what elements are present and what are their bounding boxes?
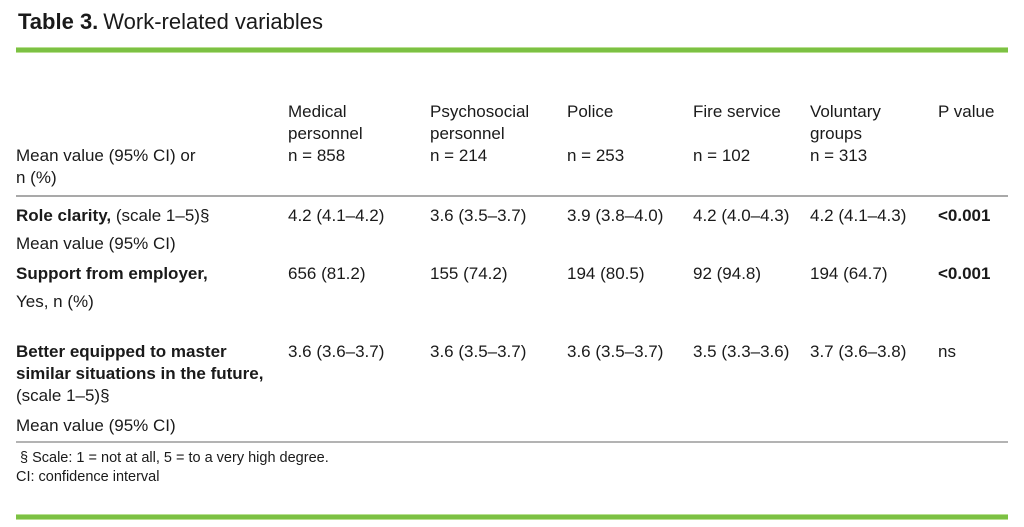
col-header-psychosocial: Psychosocial personnel — [430, 102, 530, 143]
table-title: Table 3. Work-related variables — [16, 8, 1008, 36]
row-label-regular: (scale 1–5)§ — [111, 206, 210, 225]
col-header-police: Police — [567, 102, 614, 121]
cell-value: 3.6 (3.5–3.7) — [430, 333, 567, 443]
cell-value: 194 (80.5) — [567, 264, 645, 283]
row-sublabel: Mean value (95% CI) — [16, 234, 176, 253]
col-header-medical: Medical personnel — [288, 102, 363, 143]
n-fire: n = 102 — [693, 145, 810, 197]
row-label-regular: (scale 1–5)§ — [16, 386, 110, 405]
table-row-better-equipped: Better equipped to master similar situat… — [16, 333, 1008, 443]
cell-value: 4.2 (4.0–4.3) — [693, 206, 790, 225]
bottom-accent-rule — [16, 514, 1008, 520]
stub-header-line2: n (%) — [16, 168, 57, 187]
cell-value: 3.7 (3.6–3.8) — [810, 333, 938, 443]
cell-p-value: ns — [938, 333, 1008, 443]
table-caption: Work-related variables — [103, 9, 323, 34]
cell-value: 4.2 (4.1–4.3) — [810, 206, 907, 225]
col-header-fire: Fire service — [693, 102, 781, 121]
cell-p-value: <0.001 — [938, 206, 991, 225]
cell-value: 4.2 (4.1–4.2) — [288, 206, 385, 225]
sample-size-row: Mean value (95% CI) or n (%) n = 858 n =… — [16, 145, 1008, 197]
cell-value: 92 (94.8) — [693, 264, 762, 283]
table-footnotes: § Scale: 1 = not at all, 5 = to a very h… — [16, 449, 1008, 487]
row-sublabel: Yes, n (%) — [16, 292, 94, 311]
row-sublabel: Mean value (95% CI) — [16, 416, 176, 435]
cell-value: 3.9 (3.8–4.0) — [567, 206, 664, 225]
cell-value: 3.6 (3.6–3.7) — [288, 333, 430, 443]
cell-value: 3.5 (3.3–3.6) — [693, 333, 810, 443]
stub-header-empty — [16, 101, 288, 145]
cell-value: 155 (74.2) — [430, 264, 508, 283]
row-label-better-equipped: Better equipped to master similar situat… — [16, 333, 288, 443]
table-row-role-clarity: Role clarity, (scale 1–5)§ Mean value (9… — [16, 196, 1008, 255]
row-label-bold: Support from employer, — [16, 264, 208, 283]
work-variables-table: Medical personnel Psychosocial personnel… — [16, 101, 1008, 443]
row-label-support-employer: Support from employer, Yes, n (%) — [16, 255, 288, 333]
col-header-pvalue: P value — [938, 102, 995, 121]
n-police: n = 253 — [567, 145, 693, 197]
cell-value: 656 (81.2) — [288, 264, 366, 283]
n-voluntary: n = 313 — [810, 145, 938, 197]
table-number: Table 3. — [18, 9, 99, 34]
n-pvalue-empty — [938, 145, 1008, 197]
cell-value: 3.6 (3.5–3.7) — [430, 206, 527, 225]
stub-header: Mean value (95% CI) or n (%) — [16, 145, 288, 197]
n-medical: n = 858 — [288, 145, 430, 197]
table-figure: Table 3. Work-related variables Medical p… — [16, 0, 1008, 487]
n-psychosocial: n = 214 — [430, 145, 567, 197]
cell-p-value: <0.001 — [938, 264, 991, 283]
top-accent-rule — [16, 47, 1008, 53]
stub-header-line1: Mean value (95% CI) or — [16, 146, 196, 165]
footnote-ci: CI: confidence interval — [16, 469, 160, 485]
cell-value: 194 (64.7) — [810, 264, 888, 283]
cell-value: 3.6 (3.5–3.7) — [567, 333, 693, 443]
row-label-role-clarity: Role clarity, (scale 1–5)§ Mean value (9… — [16, 196, 288, 255]
footnote-scale: § Scale: 1 = not at all, 5 = to a very h… — [20, 450, 329, 466]
col-header-voluntary: Voluntary groups — [810, 102, 881, 143]
row-label-bold: Better equipped to master similar situat… — [16, 342, 264, 383]
row-label-bold: Role clarity, — [16, 206, 112, 225]
column-header-row: Medical personnel Psychosocial personnel… — [16, 101, 1008, 145]
table-row-support-employer: Support from employer, Yes, n (%) 656 (8… — [16, 255, 1008, 333]
